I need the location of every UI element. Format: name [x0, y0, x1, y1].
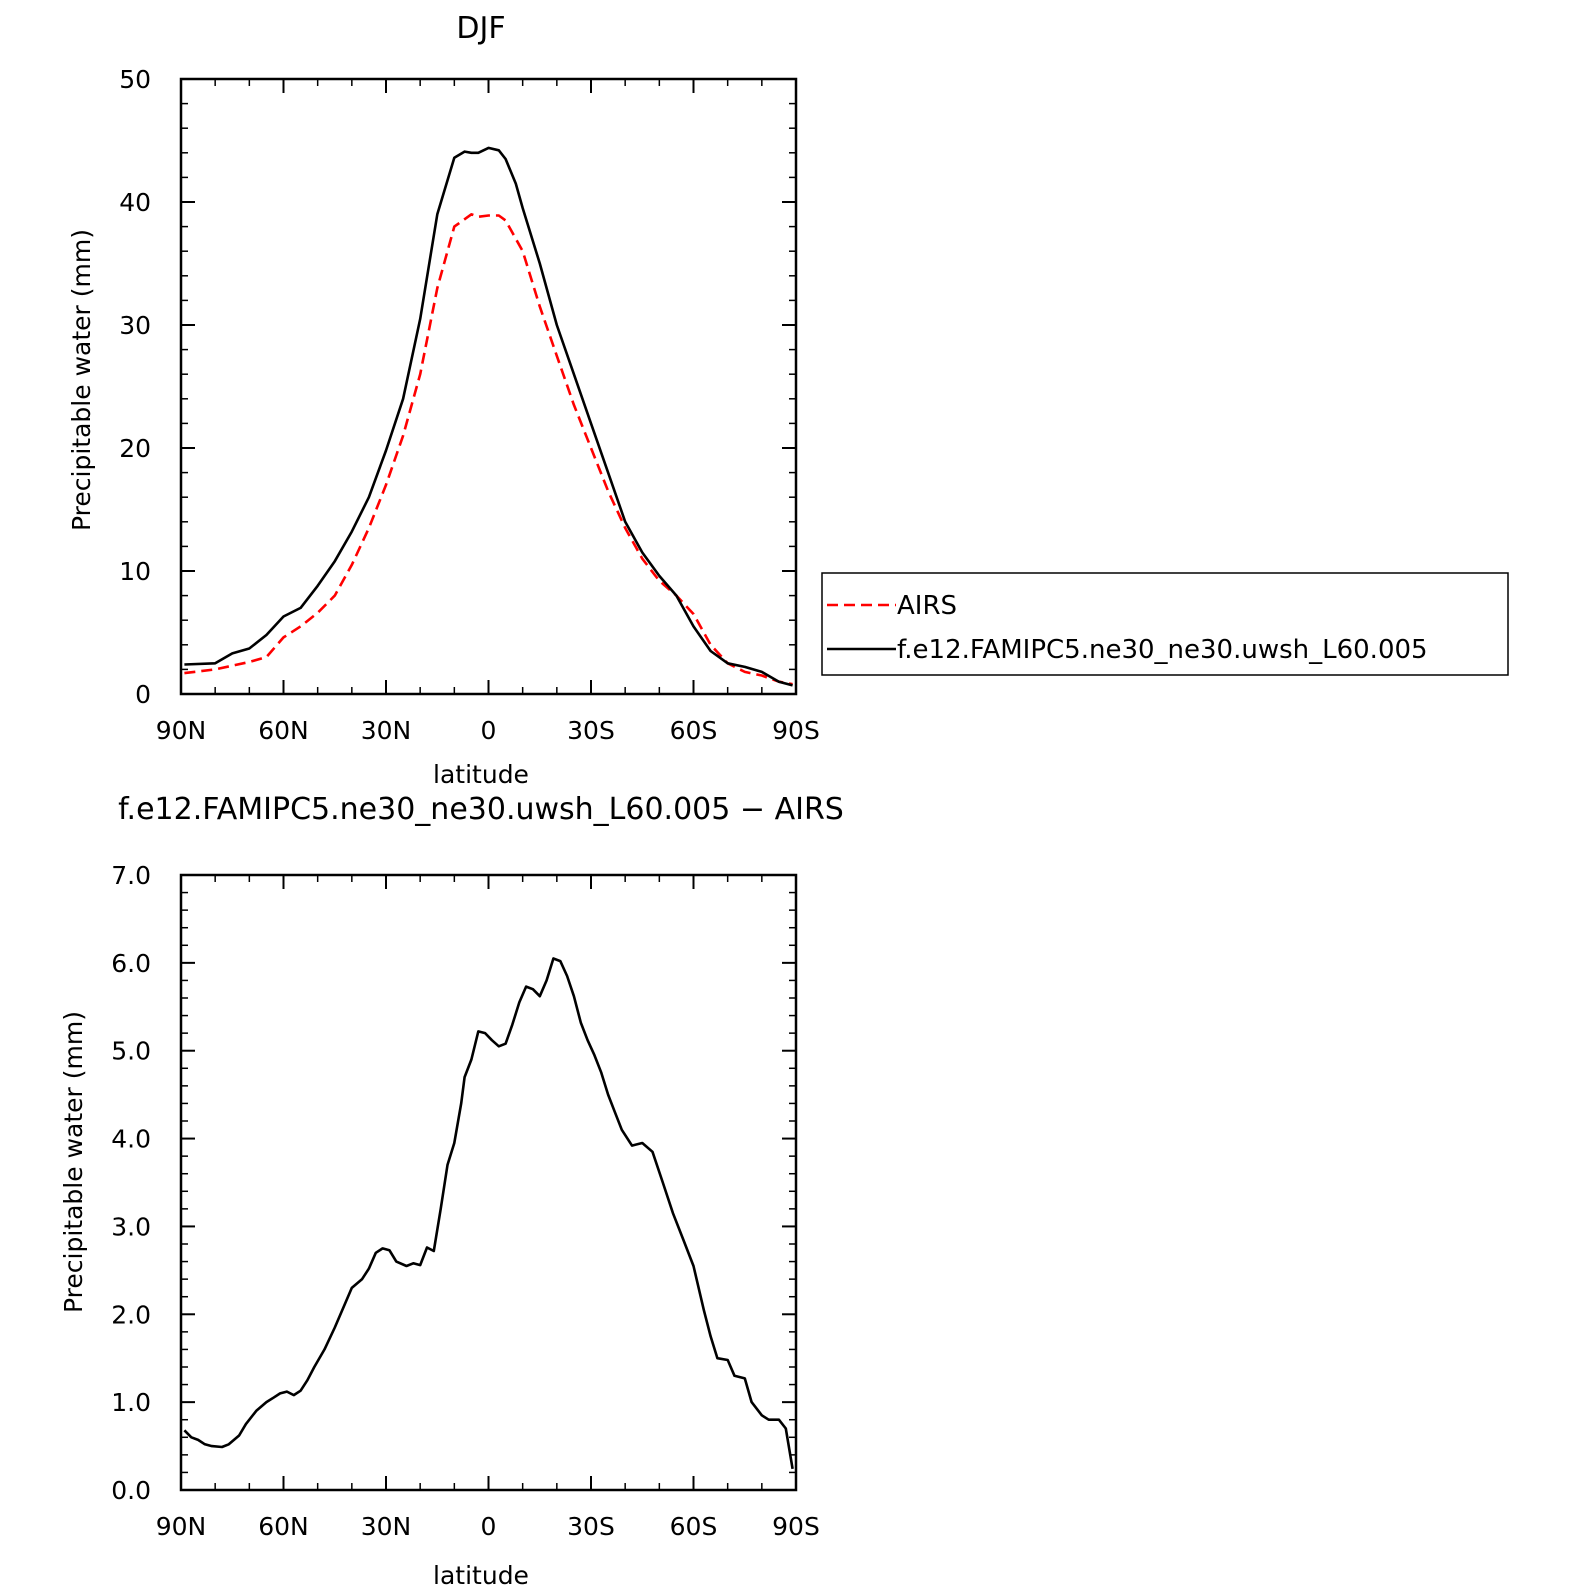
difference-panel: f.e12.FAMIPC5.ne30_ne30.uwsh_L60.005 − A…	[59, 792, 844, 1590]
djf-x-tick-label: 90N	[156, 716, 207, 745]
difference-x-tick-label: 60N	[258, 1512, 309, 1541]
djf-plot-area: 90N 60N 30N 0 30S 60S 90S 0 10 20 30 40 50	[119, 65, 820, 745]
difference-y-tick-label: 0.0	[111, 1476, 151, 1505]
difference-x-tick-label: 0	[481, 1512, 497, 1541]
djf-x-tick-label: 30N	[361, 716, 412, 745]
difference-y-tick-label: 1.0	[111, 1388, 151, 1417]
difference-y-axis-label: Precipitable water (mm)	[59, 1011, 88, 1313]
difference-x-tick-label: 90N	[156, 1512, 207, 1541]
difference-title: f.e12.FAMIPC5.ne30_ne30.uwsh_L60.005 − A…	[118, 792, 844, 827]
difference-y-tick-label: 5.0	[111, 1037, 151, 1066]
djf-x-tick-label: 30S	[567, 716, 615, 745]
djf-y-axis-label: Precipitable water (mm)	[67, 229, 96, 531]
difference-x-axis-label: latitude	[433, 1561, 529, 1590]
difference-series-line-0	[183, 957, 794, 1470]
legend: AIRS f.e12.FAMIPC5.ne30_ne30.uwsh_L60.00…	[821, 572, 1509, 676]
djf-y-tick-label: 40	[119, 188, 151, 217]
difference-x-tick-label: 60S	[670, 1512, 718, 1541]
difference-y-tick-label: 7.0	[111, 861, 151, 890]
djf-plot-frame	[179, 77, 798, 696]
djf-y-tick-label: 30	[119, 311, 151, 340]
djf-x-tick-label: 90S	[772, 716, 820, 745]
legend-box	[821, 572, 1509, 676]
djf-panel: DJF Precipitable water (mm) latitude 90N…	[67, 11, 820, 789]
djf-y-tick-label: 20	[119, 434, 151, 463]
djf-y-tick-label: 0	[135, 680, 151, 709]
difference-y-tick-label: 2.0	[111, 1300, 151, 1329]
djf-title: DJF	[456, 11, 505, 46]
djf-x-tick-label: 60N	[258, 716, 309, 745]
difference-x-tick-label: 90S	[772, 1512, 820, 1541]
djf-x-tick-label: 0	[481, 716, 497, 745]
legend-label-airs: AIRS	[897, 591, 957, 621]
djf-y-tick-label: 50	[119, 65, 151, 94]
djf-series-line-0	[184, 213, 793, 686]
difference-y-tick-label: 6.0	[111, 949, 151, 978]
djf-x-tick-label: 60S	[670, 716, 718, 745]
difference-x-tick-label: 30N	[361, 1512, 412, 1541]
difference-y-tick-label: 3.0	[111, 1212, 151, 1241]
difference-plot-area: 90N 60N 30N 0 30S 60S 90S 0.0 1.0 2.0 3.0 4.0 5.0 6.0…	[111, 861, 820, 1541]
djf-y-tick-label: 10	[119, 557, 151, 586]
difference-x-tick-label: 30S	[567, 1512, 615, 1541]
legend-label-model: f.e12.FAMIPC5.ne30_ne30.uwsh_L60.005	[897, 635, 1428, 665]
difference-y-tick-label: 4.0	[111, 1125, 151, 1154]
djf-series-line-1	[184, 146, 793, 687]
djf-x-axis-label: latitude	[433, 760, 529, 789]
